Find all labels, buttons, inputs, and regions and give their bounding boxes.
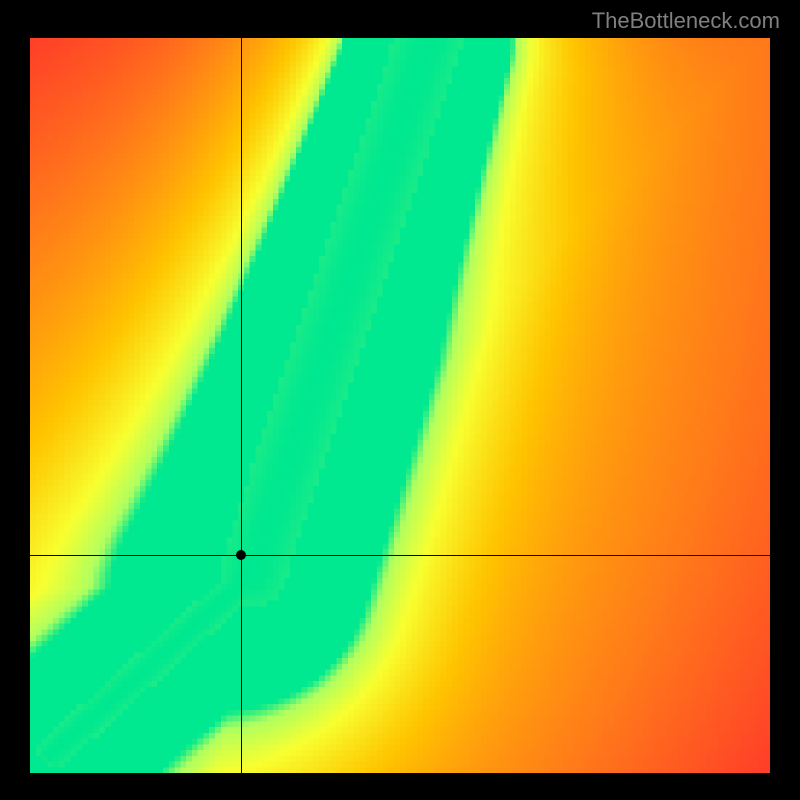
heatmap-canvas	[30, 38, 770, 773]
crosshair-marker	[236, 550, 246, 560]
watermark-text: TheBottleneck.com	[592, 8, 780, 34]
plot-container	[30, 38, 770, 773]
crosshair-horizontal	[30, 555, 770, 556]
crosshair-vertical	[241, 38, 242, 773]
